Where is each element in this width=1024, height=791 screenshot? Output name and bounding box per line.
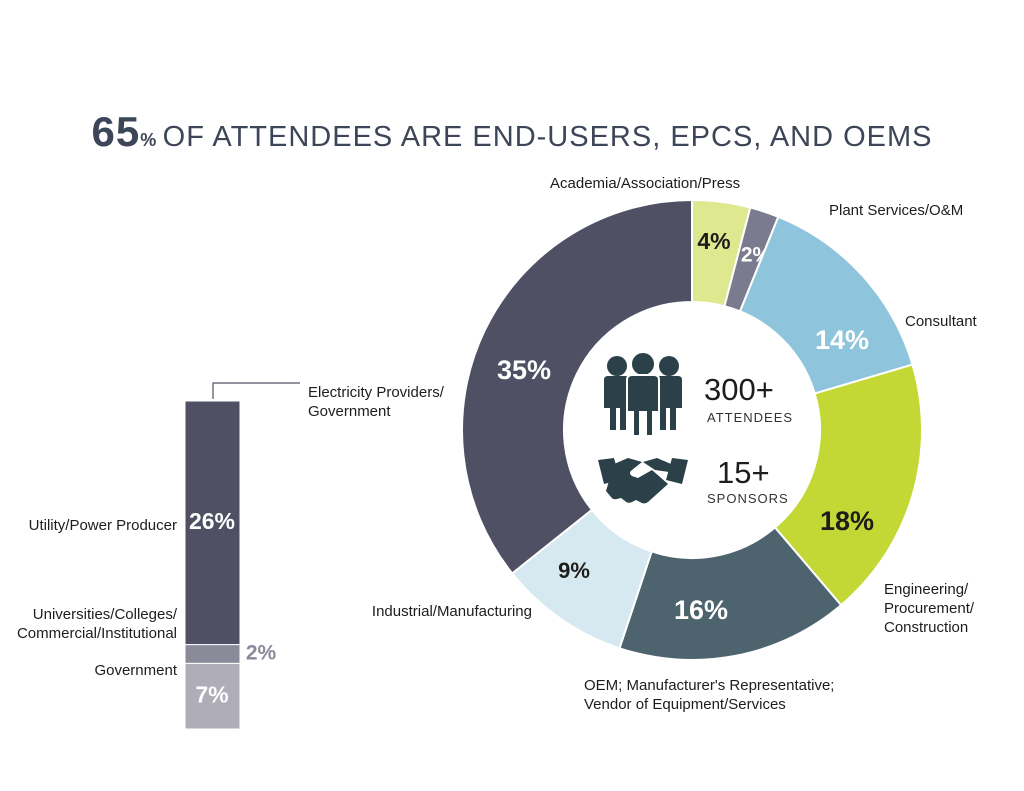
donut-label-consultant: Consultant xyxy=(905,313,977,330)
donut-value-oem-manufacturer-s-representative-vendor-of-equipment-services: 16% xyxy=(674,595,728,625)
stack-segment-government xyxy=(184,662,241,730)
donut-chart: 4%2%14%18%16%9%35% xyxy=(461,198,923,661)
stacked-bar-chart: 26% 2% 7% xyxy=(184,382,300,730)
sponsors-label: SPONSORS xyxy=(707,491,789,506)
donut-label-academia-association-press: Academia/Association/Press xyxy=(550,175,741,192)
stack-label-universities-colleges-commercial-institutional: Universities/Colleges/Commercial/Institu… xyxy=(16,606,177,642)
donut-value-engineering-procurement-construction: 18% xyxy=(820,506,874,536)
attendees-label: ATTENDEES xyxy=(707,410,794,425)
donut-slice-oem-manufacturer-s-representative-vendor-of-equipment-services xyxy=(618,526,843,661)
donut-label-engineering-procurement-construction: Engineering/Procurement/Construction xyxy=(884,581,975,636)
donut-value-consultant: 14% xyxy=(815,325,869,355)
stack-label-government: Government xyxy=(94,662,177,679)
stack-connector-line xyxy=(212,382,300,399)
donut-label-oem-manufacturer-s-representative-vendor-of-equipment-services: OEM; Manufacturer's Representative; Vendo… xyxy=(584,677,835,713)
sponsors-count: 15+ xyxy=(717,455,770,490)
people-group-icon xyxy=(604,351,682,437)
attendees-count: 300+ xyxy=(704,372,774,407)
donut-value-electricity-providers-government: 35% xyxy=(497,355,551,385)
stack-segment-universities-colleges-commercial-institutional xyxy=(184,644,241,664)
stack-value-utility-power-producer: 26% xyxy=(189,508,235,534)
headline-text: of attendees are end-users, EPCs, and OE… xyxy=(162,121,933,153)
stack-value-universities-colleges-commercial-institutional: 2% xyxy=(246,642,277,665)
donut-value-industrial-manufacturing: 9% xyxy=(558,558,590,583)
handshake-icon xyxy=(598,458,688,504)
stack-value-government: 7% xyxy=(195,681,228,707)
headline-highlight: 65 xyxy=(91,108,141,155)
donut-label-electricity-providers-government: Electricity Providers/Government xyxy=(308,384,444,420)
stack-label-utility-power-producer: Utility/Power Producer xyxy=(28,517,177,534)
headline: 65% of attendees are end-users, EPCs, an… xyxy=(0,108,1024,156)
donut-slice-electricity-providers-government xyxy=(461,198,693,575)
headline-highlight-unit: % xyxy=(140,130,158,150)
donut-slice-engineering-procurement-construction xyxy=(773,363,923,607)
donut-value-academia-association-press: 4% xyxy=(697,228,730,254)
donut-label-industrial-manufacturing: Industrial/Manufacturing xyxy=(371,603,532,620)
donut-label-plant-services-o-m: Plant Services/O&M xyxy=(829,202,964,219)
